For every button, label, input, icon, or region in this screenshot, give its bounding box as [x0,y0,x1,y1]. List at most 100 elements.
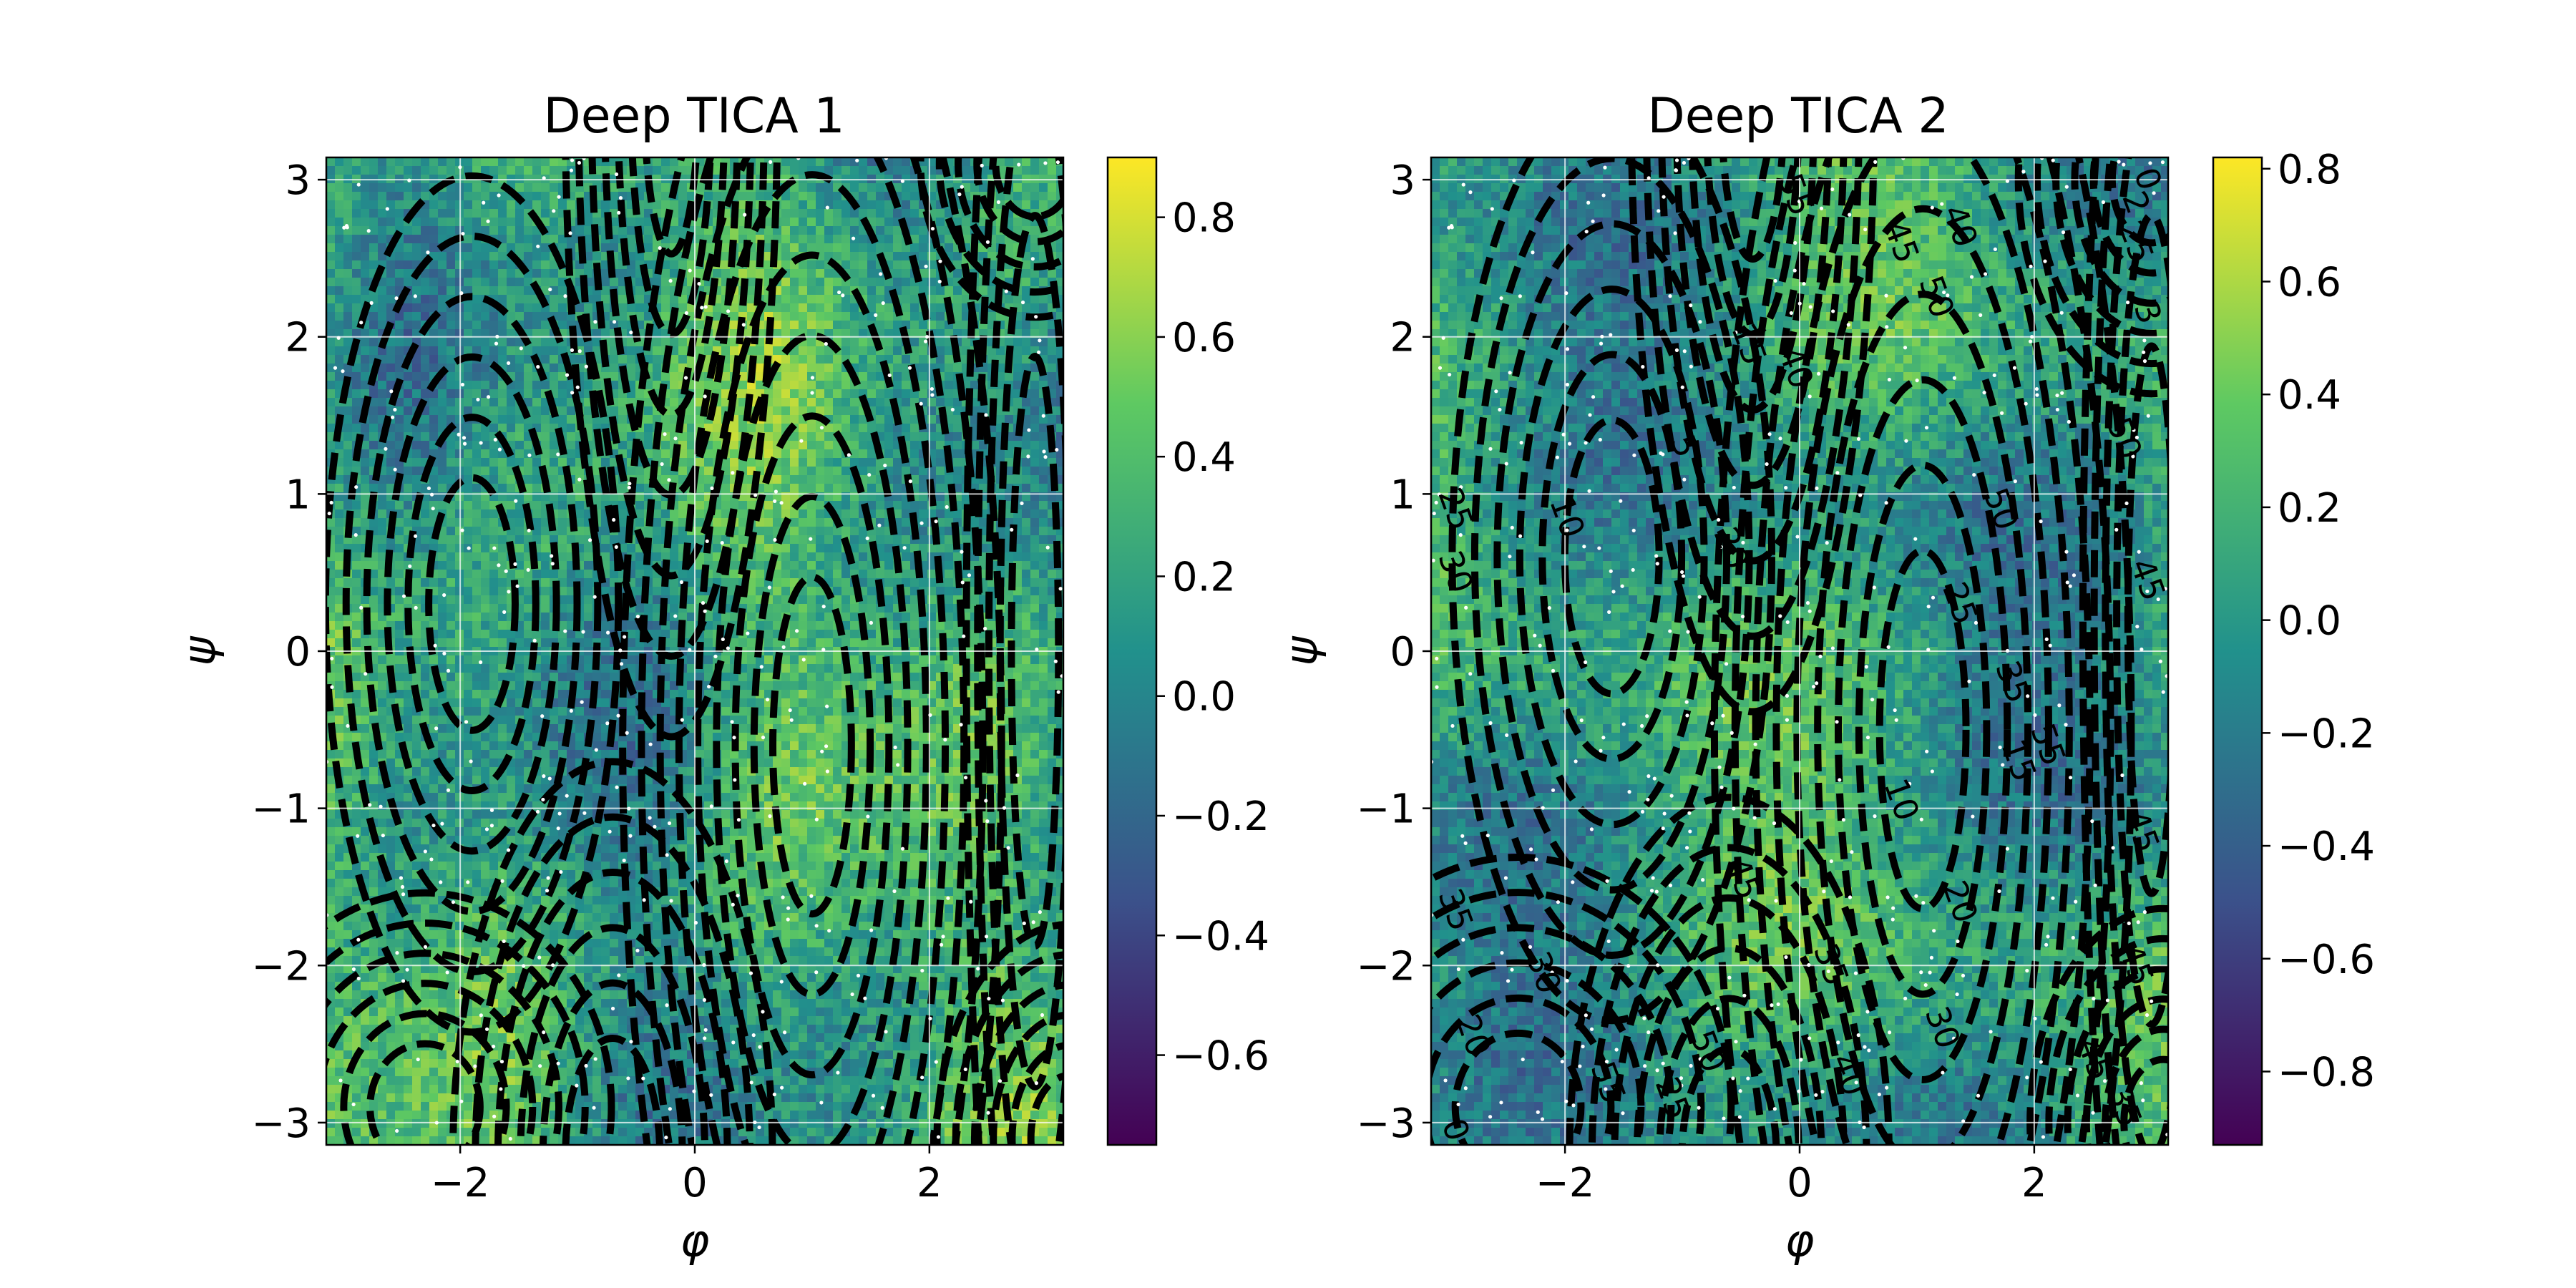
scatter-cell [592,346,602,356]
scatter-cell [996,389,1005,399]
scatter-cell [1030,638,1040,648]
scatter-cell [764,535,774,545]
scatter-cell [799,243,808,253]
scatter-cell [489,406,499,416]
scatter-cell [945,595,954,605]
scatter-cell [1056,475,1063,484]
scatter-cell [919,346,928,356]
scatter-cell [807,303,816,313]
scatter-cell [524,286,533,296]
scatter-cell [498,346,507,356]
scatter-cell [541,587,550,596]
scatter-cell [1022,484,1031,493]
scatter-cell [884,321,894,330]
scatter-cell [1013,192,1023,201]
scatter-cell [378,364,387,373]
scatter-cell [369,303,379,313]
scatter-cell [790,218,799,227]
scatter-cell [773,329,782,338]
scatter-cell [369,218,379,227]
scatter-cell [498,406,507,416]
scatter-cell [567,432,576,441]
scatter-cell [541,415,550,424]
scatter-cell [550,355,559,364]
scatter-cell [472,544,482,553]
scatter-cell [515,183,525,192]
scatter-cell [404,406,413,416]
scatter-cell [618,518,628,527]
scatter-cell [438,415,447,424]
scatter-cell [996,192,1005,201]
scatter-cell [721,475,731,484]
scatter-cell [979,286,988,296]
scatter-cell [859,183,868,192]
scatter-cell [902,381,911,390]
scatter-cell [515,552,525,562]
scatter-cell [696,518,705,527]
scatter-cell [816,484,825,493]
scatter-cell [361,458,370,467]
scatter-cell [696,458,705,467]
scatter-cell [498,595,507,605]
scatter-cell [481,286,490,296]
scatter-cell [902,166,911,175]
scatter-cell [584,595,593,605]
scatter-cell [335,527,344,536]
scatter-cell [996,449,1005,459]
scatter-cell [790,286,799,296]
scatter-cell [833,424,842,433]
scatter-cell [326,192,336,201]
scatter-cell [464,372,473,381]
scatter-cell [884,218,894,227]
scatter-cell [738,535,748,545]
scatter-cell [369,260,379,270]
scatter-cell [481,595,490,605]
scatter-cell [910,501,919,510]
scatter-cell [335,655,344,665]
scatter-cell [343,286,353,296]
scatter-cell [987,389,997,399]
scatter-cell [481,192,490,201]
scatter-cell [326,243,336,253]
scatter-cell [790,192,799,201]
scatter-cell [489,192,499,201]
scatter-cell [1030,467,1040,476]
scatter-cell [404,269,413,278]
scatter-cell [335,406,344,416]
scatter-cell [867,578,877,587]
scatter-cell [1056,389,1063,399]
scatter-cell [352,509,361,519]
scatter-cell [481,260,490,270]
scatter-cell [1022,286,1031,296]
scatter-cell [807,269,816,278]
scatter-cell [464,260,473,270]
scatter-cell [386,578,396,587]
scatter-cell [884,338,894,347]
scatter-cell [601,286,610,296]
scatter-cell [824,329,834,338]
scatter-cell [902,406,911,416]
scatter-cell [936,209,945,218]
scatter-cell [507,364,516,373]
scatter-cell [635,278,645,287]
scatter-cell [841,243,851,253]
scatter-cell [489,518,499,527]
scatter-cell [592,252,602,261]
scatter-cell [953,467,962,476]
scatter-cell [678,432,688,441]
scatter-cell [1005,243,1014,253]
scatter-cell [816,278,825,287]
scatter-cell [610,321,619,330]
scatter-cell [489,604,499,613]
scatter-cell [1030,432,1040,441]
scatter-cell [386,449,396,459]
scatter-cell [386,312,396,321]
scatter-cell [764,544,774,553]
scatter-cell [395,638,404,648]
scatter-cell [550,286,559,296]
scatter-cell [464,484,473,493]
scatter-cell [369,484,379,493]
scatter-cell [558,484,567,493]
scatter-cell [326,415,336,424]
scatter-cell [412,441,421,450]
